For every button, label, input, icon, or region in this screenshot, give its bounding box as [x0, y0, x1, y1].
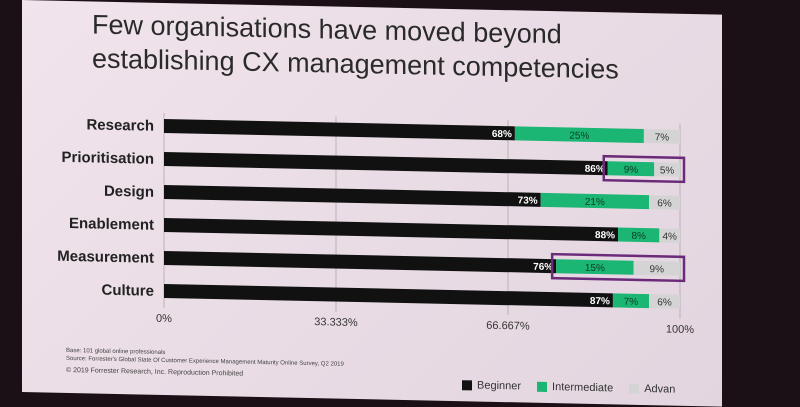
bar-segment-advanced: [649, 195, 680, 210]
x-tick-label: 0%: [156, 313, 172, 325]
category-label: Research: [86, 116, 154, 134]
bar-segment-intermediate: [514, 126, 644, 144]
data-label: 15%: [585, 263, 605, 274]
legend-item-advanced: Advan: [629, 383, 675, 396]
bar-segment-advanced: [659, 228, 680, 243]
bar-segment-beginner: [164, 283, 613, 308]
bar-segment-beginner: [164, 184, 541, 207]
bar-segment-intermediate: [607, 161, 655, 177]
bar-segment-intermediate: [540, 192, 650, 210]
data-label: 9%: [624, 165, 639, 176]
category-label: Design: [104, 183, 154, 201]
bar-segment-intermediate: [556, 259, 634, 275]
legend-swatch-advanced: [629, 383, 640, 394]
data-label: 5%: [660, 165, 675, 176]
legend-item-beginner: Beginner: [462, 379, 521, 392]
category-label: Culture: [102, 282, 154, 300]
legend-item-intermediate: Intermediate: [537, 381, 614, 395]
legend-label-intermediate: Intermediate: [552, 381, 614, 395]
data-label: 9%: [650, 264, 665, 275]
slide: Few organisations have moved beyond esta…: [22, 0, 722, 407]
category-label: Enablement: [69, 215, 154, 234]
x-tick-label: 66.667%: [486, 320, 530, 333]
data-label: 25%: [569, 130, 589, 141]
bar-segment-advanced: [649, 294, 680, 309]
x-tick-label: 100%: [666, 323, 694, 336]
data-label: 73%: [518, 195, 538, 206]
data-label: 7%: [624, 297, 639, 308]
data-label: 68%: [492, 129, 512, 140]
bar-segment-beginner: [164, 250, 557, 274]
bar-segment-beginner: [164, 151, 608, 176]
x-tick-label: 33.333%: [314, 316, 358, 329]
data-label: 4%: [662, 231, 677, 242]
bar-segment-advanced: [643, 129, 681, 144]
stacked-bar-chart: 0% 33.333% 66.667% 100% Research 68% 25% 7% Prio…: [57, 112, 694, 336]
legend-swatch-intermediate: [537, 381, 548, 392]
bar-segment-beginner: [164, 217, 619, 242]
legend-label-beginner: Beginner: [477, 379, 522, 393]
bar-segment-advanced: [633, 260, 680, 276]
data-label: 88%: [595, 230, 615, 241]
data-label: 7%: [655, 132, 670, 143]
highlight-box: [550, 252, 686, 283]
bar-segment-beginner: [164, 118, 515, 141]
data-label: 8%: [631, 231, 646, 242]
footnote: Base: 101 global online professionals So…: [66, 347, 344, 381]
data-label: 87%: [590, 296, 610, 307]
highlight-box: [602, 154, 686, 184]
legend-label-advanced: Advan: [644, 383, 676, 396]
category-label: Prioritisation: [61, 149, 154, 168]
category-label: Measurement: [57, 248, 154, 267]
bar-segment-intermediate: [612, 293, 650, 309]
data-label: 86%: [585, 164, 605, 175]
legend-swatch-beginner: [462, 380, 472, 391]
data-label: 21%: [585, 197, 605, 208]
data-label: 6%: [657, 198, 672, 209]
bar-segment-intermediate: [618, 227, 660, 243]
bar-segment-advanced: [654, 162, 681, 177]
data-label: 76%: [533, 262, 553, 273]
data-label: 6%: [657, 297, 672, 308]
